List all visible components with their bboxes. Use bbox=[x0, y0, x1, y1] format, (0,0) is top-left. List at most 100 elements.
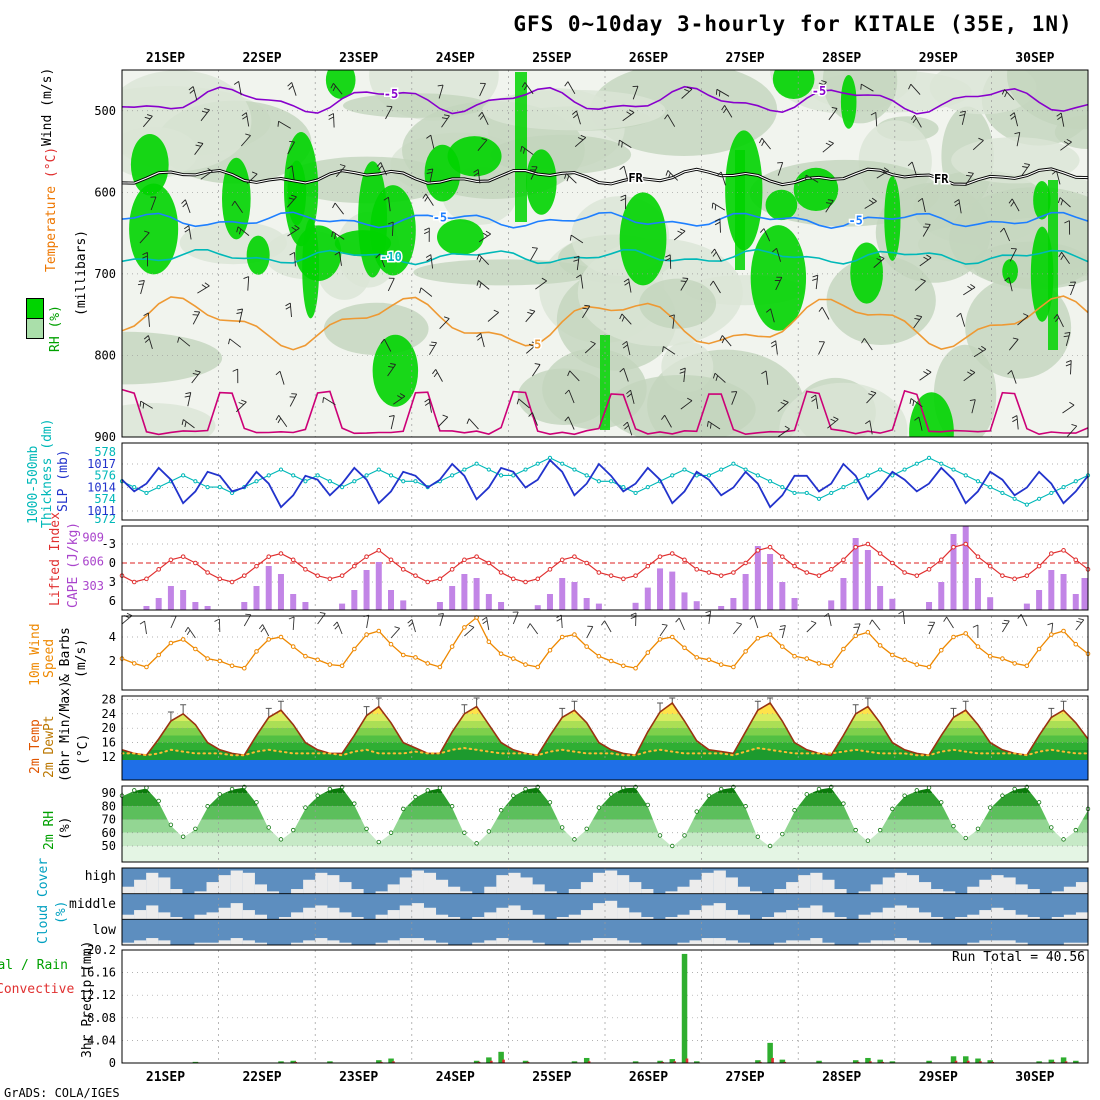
svg-text:21SEP: 21SEP bbox=[146, 51, 185, 66]
svg-text:5: 5 bbox=[534, 337, 541, 351]
svg-text:4: 4 bbox=[109, 630, 116, 644]
svg-text:27SEP: 27SEP bbox=[725, 51, 764, 66]
svg-text:-10: -10 bbox=[380, 250, 402, 264]
svg-text:303: 303 bbox=[82, 579, 104, 593]
millibars-axis-label: (millibars) bbox=[74, 229, 89, 316]
svg-text:572: 572 bbox=[94, 512, 116, 526]
svg-text:2: 2 bbox=[109, 654, 116, 668]
svg-text:6: 6 bbox=[109, 594, 116, 608]
svg-text:28SEP: 28SEP bbox=[822, 51, 861, 66]
svg-text:-5: -5 bbox=[433, 211, 447, 225]
wind10m-axis-label: 10m Wind bbox=[28, 623, 43, 686]
svg-text:30SEP: 30SEP bbox=[1015, 1070, 1054, 1085]
svg-text:800: 800 bbox=[94, 348, 116, 362]
wind10m-unit-label: (m/s) bbox=[74, 638, 89, 678]
rh-colorbar-cell-light bbox=[27, 318, 43, 338]
svg-text:909: 909 bbox=[82, 530, 104, 544]
svg-text:90: 90 bbox=[102, 786, 116, 800]
svg-text:1014: 1014 bbox=[87, 481, 116, 495]
svg-text:26SEP: 26SEP bbox=[629, 1070, 668, 1085]
svg-text:29SEP: 29SEP bbox=[919, 51, 958, 66]
thickness-axis-label-1: 1000-500mb bbox=[26, 445, 41, 524]
rh2m-axis-label: 2m RH bbox=[42, 810, 57, 850]
svg-text:900: 900 bbox=[94, 430, 116, 444]
precip-total-legend: Total / Rain bbox=[0, 958, 68, 973]
lifted-index-axis-label: Lifted Index bbox=[48, 512, 63, 606]
slp-axis-label: SLP (mb) bbox=[56, 449, 71, 512]
svg-text:574: 574 bbox=[94, 492, 116, 506]
svg-text:70: 70 bbox=[102, 813, 116, 827]
svg-text:-5: -5 bbox=[812, 84, 826, 98]
svg-text:0: 0 bbox=[109, 1056, 116, 1070]
cloud-row-middle: middle bbox=[69, 897, 116, 912]
svg-text:22SEP: 22SEP bbox=[242, 51, 281, 66]
svg-text:23SEP: 23SEP bbox=[339, 1070, 378, 1085]
wind10m-barbs-label: & Barbs bbox=[58, 627, 73, 682]
svg-text:0: 0 bbox=[109, 556, 116, 570]
rh-axis-label: RH (%) bbox=[48, 305, 63, 352]
temp2m-axis-label: 2m Temp bbox=[28, 719, 43, 774]
svg-text:24SEP: 24SEP bbox=[436, 1070, 475, 1085]
svg-text:27SEP: 27SEP bbox=[725, 1070, 764, 1085]
rh-colorbar-cell-bright bbox=[27, 299, 43, 318]
svg-text:1011: 1011 bbox=[87, 504, 116, 518]
temperature-axis-word: Temperature bbox=[44, 185, 59, 272]
footer-credit: GrADS: COLA/IGES bbox=[4, 1086, 120, 1100]
svg-text:50: 50 bbox=[102, 839, 116, 853]
rh2m-unit-label: (%) bbox=[58, 816, 73, 840]
svg-text:28SEP: 28SEP bbox=[822, 1070, 861, 1085]
svg-text:-5: -5 bbox=[384, 87, 398, 101]
temperature-axis-label: Temperature (°C) bbox=[44, 147, 59, 272]
precip-axis-label: 3hr Precip (mm) bbox=[80, 940, 95, 1058]
svg-text:25SEP: 25SEP bbox=[532, 51, 571, 66]
svg-text:12: 12 bbox=[102, 750, 116, 764]
svg-text:20.2: 20.2 bbox=[87, 943, 116, 957]
svg-text:29SEP: 29SEP bbox=[919, 1070, 958, 1085]
wind-axis-label: Wind (m/s) bbox=[40, 67, 55, 146]
svg-text:80: 80 bbox=[102, 799, 116, 813]
temp2m-unit-label: (°C) bbox=[76, 733, 91, 765]
svg-text:16: 16 bbox=[102, 736, 116, 750]
svg-text:12.12: 12.12 bbox=[80, 988, 116, 1002]
svg-text:576: 576 bbox=[94, 468, 116, 482]
svg-text:-5: -5 bbox=[848, 213, 862, 227]
cloud-cover-axis-label: Cloud Cover bbox=[36, 857, 51, 944]
svg-text:30SEP: 30SEP bbox=[1015, 51, 1054, 66]
svg-text:3: 3 bbox=[109, 575, 116, 589]
cape-axis-label: CAPE (J/kg) bbox=[66, 521, 81, 608]
cloud-row-low: low bbox=[92, 923, 116, 938]
svg-text:FR: FR bbox=[934, 172, 949, 186]
svg-text:-3: -3 bbox=[102, 537, 116, 551]
svg-text:700: 700 bbox=[94, 267, 116, 281]
svg-text:500: 500 bbox=[94, 104, 116, 118]
svg-text:23SEP: 23SEP bbox=[339, 51, 378, 66]
precip-convective-legend: Convective bbox=[0, 982, 75, 997]
rh-colorbar bbox=[26, 298, 44, 339]
svg-text:606: 606 bbox=[82, 555, 104, 569]
svg-text:16.16: 16.16 bbox=[80, 966, 116, 980]
svg-text:24SEP: 24SEP bbox=[436, 51, 475, 66]
svg-text:26SEP: 26SEP bbox=[629, 51, 668, 66]
svg-text:22SEP: 22SEP bbox=[242, 1070, 281, 1085]
svg-text:24: 24 bbox=[102, 707, 116, 721]
svg-text:600: 600 bbox=[94, 185, 116, 199]
dewpt2m-axis-label: 2m DewPt bbox=[42, 715, 57, 778]
svg-text:578: 578 bbox=[94, 445, 116, 459]
svg-text:1017: 1017 bbox=[87, 457, 116, 471]
minmax-axis-label: (6hr Min/Max) bbox=[58, 680, 73, 782]
svg-text:FR: FR bbox=[628, 171, 643, 185]
page-title: GFS 0~10day 3-hourly for KITALE (35E, 1N… bbox=[513, 12, 1073, 36]
svg-text:25SEP: 25SEP bbox=[532, 1070, 571, 1085]
svg-text:20: 20 bbox=[102, 721, 116, 735]
wind10m-speed-label: Speed bbox=[42, 638, 57, 678]
cloud-row-high: high bbox=[84, 869, 116, 884]
svg-text:4.04: 4.04 bbox=[87, 1033, 116, 1047]
svg-text:28: 28 bbox=[102, 692, 116, 706]
svg-text:21SEP: 21SEP bbox=[146, 1070, 185, 1085]
run-total-text: Run Total = 40.56 bbox=[951, 950, 1085, 965]
svg-text:60: 60 bbox=[102, 826, 116, 840]
svg-text:8.08: 8.08 bbox=[87, 1011, 116, 1025]
temperature-axis-unit: (°C) bbox=[44, 146, 59, 179]
